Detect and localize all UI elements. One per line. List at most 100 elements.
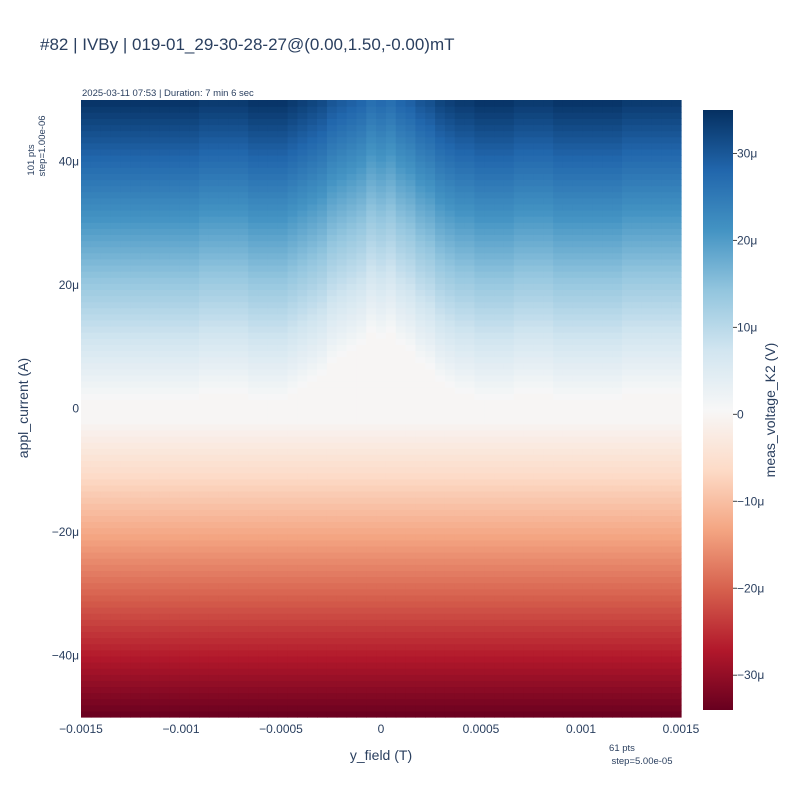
- heatmap-cell: [248, 319, 259, 327]
- heatmap-cell: [513, 576, 525, 584]
- heatmap-cell: [641, 497, 653, 504]
- heatmap-cell: [651, 588, 662, 596]
- heatmap-cell: [444, 484, 456, 492]
- heatmap-cell: [307, 552, 318, 559]
- heatmap-cell: [277, 521, 289, 529]
- heatmap-cell: [346, 478, 358, 486]
- heatmap-cell: [159, 515, 171, 523]
- heatmap-cell: [189, 326, 200, 333]
- heatmap-cell: [169, 289, 180, 297]
- heatmap-cell: [189, 228, 200, 235]
- heatmap-cell: [484, 301, 495, 309]
- heatmap-cell: [553, 692, 564, 700]
- heatmap-cell: [503, 307, 515, 315]
- heatmap-cell: [523, 387, 535, 394]
- heatmap-cell: [474, 222, 485, 229]
- heatmap-cell: [130, 356, 141, 364]
- heatmap-cell: [130, 326, 141, 333]
- heatmap-cell: [130, 710, 141, 718]
- heatmap-cell: [238, 393, 249, 400]
- heatmap-cell: [405, 582, 417, 590]
- heatmap-cell: [287, 344, 298, 352]
- heatmap-cell: [149, 588, 161, 596]
- heatmap-cell: [612, 649, 623, 657]
- heatmap-cell: [267, 228, 279, 235]
- heatmap-cell: [277, 637, 289, 645]
- heatmap-cell: [258, 332, 269, 339]
- heatmap-cell: [258, 466, 269, 474]
- heatmap-cell: [149, 277, 161, 284]
- heatmap-cell: [523, 381, 535, 388]
- heatmap-cell: [553, 222, 564, 229]
- heatmap-cell: [189, 570, 200, 578]
- heatmap-cell: [110, 222, 121, 229]
- heatmap-cell: [346, 539, 358, 547]
- heatmap-cell: [415, 448, 426, 455]
- heatmap-cell: [297, 307, 308, 315]
- heatmap-cell: [444, 271, 456, 278]
- heatmap-cell: [287, 655, 298, 663]
- heatmap-cell: [356, 442, 367, 449]
- heatmap-cell: [444, 289, 456, 297]
- heatmap-cell: [425, 600, 436, 608]
- heatmap-cell: [592, 344, 603, 352]
- heatmap-cell: [120, 368, 131, 376]
- heatmap-cell: [553, 472, 564, 480]
- heatmap-cell: [356, 326, 367, 333]
- heatmap-cell: [179, 552, 190, 559]
- heatmap-cell: [179, 399, 190, 407]
- heatmap-cell: [582, 539, 594, 547]
- heatmap-cell: [179, 655, 190, 663]
- heatmap-cell: [405, 332, 417, 339]
- heatmap-cell: [425, 619, 436, 626]
- heatmap-cell: [415, 552, 426, 559]
- heatmap-cell: [415, 435, 426, 443]
- heatmap-cell: [317, 356, 328, 364]
- heatmap-cell: [179, 539, 190, 547]
- heatmap-cell: [346, 277, 358, 284]
- heatmap-cell: [366, 264, 377, 272]
- heatmap-cell: [120, 552, 131, 559]
- heatmap-cell: [120, 484, 131, 492]
- heatmap-cell: [484, 387, 495, 394]
- heatmap-cell: [523, 674, 535, 681]
- heatmap-cell: [238, 374, 249, 382]
- heatmap-cell: [317, 588, 328, 596]
- heatmap-cell: [169, 362, 180, 370]
- heatmap-cell: [307, 576, 318, 584]
- heatmap-cell: [592, 490, 603, 498]
- heatmap-cell: [258, 545, 269, 553]
- heatmap-cell: [405, 362, 417, 370]
- heatmap-cell: [641, 326, 653, 333]
- heatmap-cell: [287, 576, 298, 584]
- heatmap-cell: [484, 252, 495, 260]
- heatmap-cell: [425, 625, 436, 633]
- heatmap-cell: [474, 655, 485, 663]
- heatmap-cell: [395, 704, 407, 712]
- heatmap-cell: [238, 710, 249, 718]
- heatmap-cell: [385, 350, 397, 358]
- heatmap-cell: [208, 216, 220, 223]
- heatmap-cell: [130, 625, 141, 633]
- heatmap-cell: [100, 460, 112, 468]
- heatmap-cell: [572, 258, 584, 266]
- heatmap-cell: [179, 558, 190, 565]
- heatmap-cell: [81, 649, 92, 657]
- heatmap-cell: [238, 429, 249, 437]
- heatmap-cell: [277, 264, 289, 272]
- heatmap-cell: [248, 704, 259, 712]
- heatmap-cell: [228, 613, 239, 620]
- heatmap-cell: [553, 234, 564, 242]
- heatmap-cell: [444, 399, 456, 407]
- heatmap-cell: [464, 411, 476, 419]
- heatmap-cell: [228, 411, 239, 419]
- heatmap-cell: [159, 246, 171, 254]
- heatmap-cell: [572, 411, 584, 419]
- heatmap-cell: [336, 692, 348, 700]
- heatmap-cell: [395, 448, 407, 455]
- heatmap-cell: [130, 222, 141, 229]
- heatmap-cell: [208, 625, 220, 633]
- heatmap-cell: [503, 319, 515, 327]
- heatmap-cell: [621, 484, 633, 492]
- heatmap-cell: [140, 576, 151, 584]
